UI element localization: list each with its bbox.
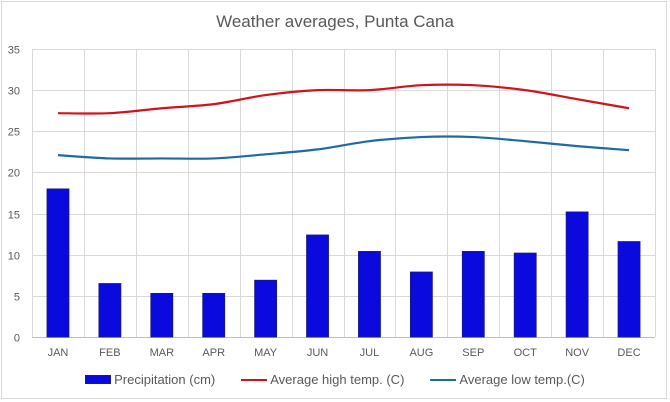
- bar-mar: [150, 292, 174, 338]
- x-tick-label: DEC: [617, 347, 640, 359]
- y-axis-ticks: 0 5 10 15 20 25 30 35: [8, 45, 20, 345]
- x-tick-label: APR: [202, 347, 225, 359]
- legend-item-high-temp: Average high temp. (C): [241, 372, 404, 387]
- bar-jul: [358, 251, 381, 338]
- legend-label: Average low temp.(C): [459, 372, 585, 387]
- y-tick-label: 30: [8, 86, 20, 98]
- x-tick-label: FEB: [99, 347, 120, 359]
- y-tick-label: 5: [14, 292, 20, 304]
- legend-swatch-line: [430, 378, 457, 381]
- x-tick-label: MAY: [254, 347, 278, 359]
- bar-apr: [202, 292, 226, 338]
- bar-jun: [306, 234, 329, 338]
- temperature-lines: [57, 83, 630, 160]
- line-avg-low-temp: [57, 135, 630, 160]
- y-tick-label: 20: [8, 168, 20, 180]
- y-tick-label: 35: [8, 45, 20, 57]
- y-tick-label: 0: [14, 333, 20, 345]
- x-axis-ticks: JAN FEB MAR APR MAY JUN JUL AUG SEP OCT NOV DEC: [48, 347, 641, 359]
- y-tick-label: 15: [8, 210, 20, 222]
- gridlines: [32, 49, 656, 338]
- bar-aug: [409, 271, 433, 338]
- legend: Precipitation (cm) Average high temp. (C…: [0, 372, 670, 387]
- bar-feb: [98, 283, 122, 338]
- legend-swatch-bar: [85, 375, 112, 384]
- x-tick-label: JUL: [360, 347, 380, 359]
- bar-jan: [46, 188, 70, 338]
- x-tick-label: AUG: [409, 347, 433, 359]
- line-avg-high-temp: [57, 83, 630, 115]
- y-tick-label: 25: [8, 127, 20, 139]
- legend-label: Average high temp. (C): [270, 372, 405, 387]
- bar-oct: [513, 252, 537, 338]
- bar-nov: [565, 211, 589, 338]
- x-tick-label: JUN: [307, 347, 328, 359]
- y-tick-label: 10: [8, 251, 20, 263]
- x-tick-label: SEP: [462, 347, 484, 359]
- x-tick-label: MAR: [150, 347, 175, 359]
- legend-item-precipitation: Precipitation (cm): [85, 372, 215, 387]
- precipitation-bars: [46, 188, 641, 338]
- bar-sep: [461, 251, 485, 338]
- legend-item-low-temp: Average low temp.(C): [430, 372, 585, 387]
- x-tick-label: JAN: [48, 347, 69, 359]
- chart-title: Weather averages, Punta Cana: [216, 12, 454, 31]
- x-tick-label: OCT: [514, 347, 538, 359]
- bar-dec: [617, 241, 641, 338]
- x-tick-label: NOV: [565, 347, 590, 359]
- legend-swatch-line: [241, 378, 268, 381]
- bar-may: [254, 279, 278, 338]
- legend-label: Precipitation (cm): [114, 372, 216, 387]
